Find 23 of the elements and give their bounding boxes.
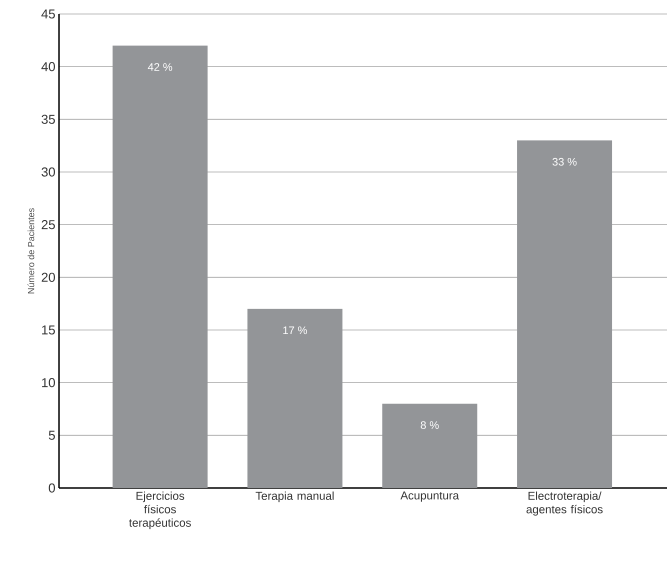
y-tick-label: 0 [48, 483, 55, 493]
bar [247, 308, 342, 488]
data-label: 8 % [420, 421, 439, 429]
y-tick-label: 25 [42, 220, 55, 230]
y-tick-label: 35 [42, 114, 55, 124]
y-tick-label: 5 [48, 430, 55, 440]
bar [382, 404, 478, 488]
y-tick-label: 40 [41, 62, 55, 72]
y-tick-label: 30 [42, 167, 55, 177]
bar [517, 140, 612, 488]
data-label: 17 % [283, 326, 308, 334]
x-tick-label: Electroterapia/ agentes físicos [526, 492, 603, 516]
y-tick-label: 15 [42, 325, 55, 334]
bar [112, 46, 208, 488]
y-axis-title: Número de Pacientes [28, 208, 34, 294]
x-tick-label: Acupuntura [400, 492, 460, 502]
x-tick-label: Terapia manual [256, 492, 334, 502]
x-tick-label: Ejercicios físicos terapéuticos [129, 492, 191, 530]
y-tick-label: 45 [41, 9, 55, 18]
data-label: 33 % [552, 158, 577, 166]
y-tick-label: 20 [42, 272, 55, 282]
y-tick-label: 10 [42, 378, 55, 388]
data-label: 42 % [148, 63, 172, 71]
